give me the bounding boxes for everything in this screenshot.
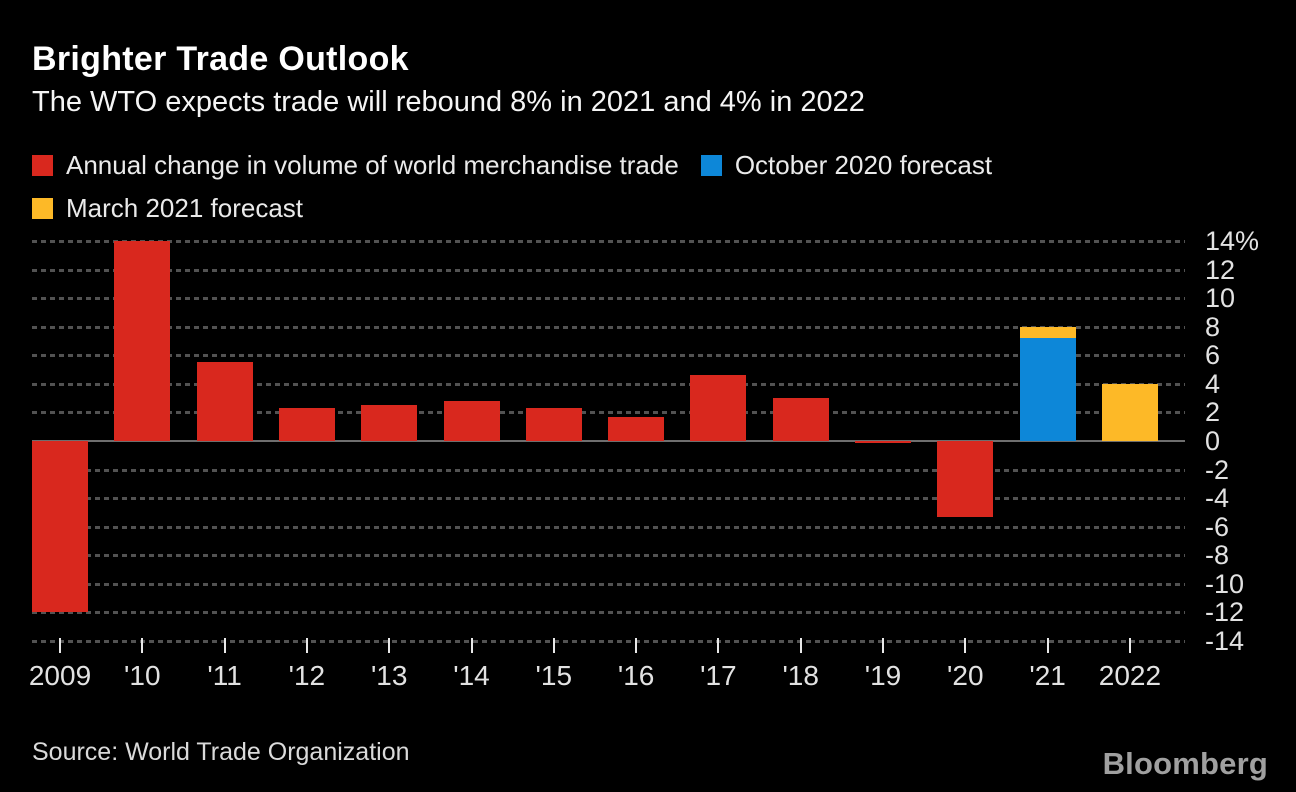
zero-baseline — [32, 440, 1185, 442]
x-tick-'13 — [388, 638, 391, 653]
legend-label-march-forecast: March 2021 forecast — [66, 193, 304, 223]
gridline-2 — [32, 411, 1185, 415]
bar-actual-'17 — [690, 375, 747, 441]
legend-swatch-yellow-icon — [32, 198, 53, 219]
x-axis-label-2009: 2009 — [28, 660, 92, 691]
bar-actual-2009 — [32, 441, 88, 613]
x-axis-label-'21: '21 — [1029, 660, 1066, 691]
x-axis-label-'20: '20 — [947, 660, 984, 691]
bar-actual-'19 — [855, 441, 911, 443]
y-axis-label-2: 2 — [1205, 397, 1221, 428]
y-axis-label-8: 8 — [1205, 311, 1221, 342]
x-tick-'11 — [223, 638, 226, 653]
source-note: Source: World Trade Organization — [32, 738, 410, 766]
x-axis-label-'17: '17 — [700, 660, 737, 691]
chart-subtitle: The WTO expects trade will rebound 8% in… — [32, 86, 865, 118]
x-axis-label-'12: '12 — [288, 660, 326, 691]
x-tick-'12 — [305, 638, 308, 653]
x-tick-'14 — [470, 638, 473, 653]
x-axis-label-'10: '10 — [124, 660, 161, 691]
gridline-4 — [32, 382, 1185, 386]
bar-actual-'14 — [443, 401, 500, 441]
x-tick-'10 — [141, 638, 144, 653]
bar-actual-'10 — [114, 241, 171, 441]
bar-march-forecast-'21 — [1019, 326, 1076, 339]
legend-item-march-forecast: March 2021 forecast — [32, 193, 303, 224]
x-axis-label-'16: '16 — [617, 660, 655, 691]
x-axis-label-'14: '14 — [453, 660, 490, 691]
gridline-12 — [32, 268, 1185, 272]
chart-title: Brighter Trade Outlook — [32, 40, 409, 78]
gridline--10 — [32, 582, 1185, 586]
y-axis-label--6: -6 — [1205, 511, 1230, 542]
bar-actual-'16 — [608, 416, 665, 441]
y-axis-label-12: 12 — [1205, 254, 1236, 285]
legend-item-actual: Annual change in volume of world merchan… — [32, 150, 679, 181]
y-axis-label--10: -10 — [1205, 568, 1245, 599]
bar-actual-'20 — [937, 441, 994, 517]
x-tick-'19 — [882, 638, 884, 653]
x-axis-label-'15: '15 — [535, 660, 573, 691]
bar-actual-'15 — [525, 408, 582, 441]
gridline-8 — [32, 325, 1185, 329]
bar-march-forecast-2022 — [1101, 383, 1158, 441]
y-axis-label--4: -4 — [1205, 483, 1230, 514]
y-axis-label--8: -8 — [1205, 540, 1230, 571]
x-axis-label-'18: '18 — [782, 660, 819, 691]
y-axis-label-6: 6 — [1205, 340, 1221, 371]
gridline-14 — [32, 240, 1185, 243]
gridline--14 — [32, 640, 1185, 643]
gridline--4 — [32, 497, 1185, 501]
y-axis-label-14%: 14% — [1205, 226, 1260, 256]
x-tick-'16 — [635, 638, 638, 653]
y-axis-label--12: -12 — [1205, 597, 1245, 628]
gridline-6 — [32, 354, 1185, 358]
bar-actual-'12 — [278, 408, 335, 441]
x-axis-label-'11: '11 — [207, 660, 242, 691]
bar-actual-'18 — [772, 398, 829, 441]
x-tick-2022 — [1128, 638, 1131, 653]
legend-swatch-blue-icon — [700, 155, 722, 176]
x-axis-label-'19: '19 — [864, 660, 902, 691]
gridline--6 — [32, 525, 1185, 529]
y-axis-label--2: -2 — [1205, 454, 1230, 485]
legend-swatch-red-icon — [32, 155, 53, 176]
bar-actual-'11 — [196, 362, 253, 441]
y-axis-label--14: -14 — [1205, 626, 1245, 656]
legend: Annual change in volume of world merchan… — [32, 150, 1212, 224]
x-tick-'15 — [552, 638, 555, 653]
bar-actual-'13 — [361, 405, 418, 441]
x-tick-'18 — [799, 638, 802, 653]
x-axis-label-'13: '13 — [370, 660, 408, 691]
bar-october-forecast-'21 — [1019, 338, 1076, 441]
x-tick-'17 — [717, 638, 720, 653]
x-axis-label-2022: 2022 — [1098, 660, 1162, 691]
legend-label-october-forecast: October 2020 forecast — [734, 150, 993, 180]
x-tick-'21 — [1046, 638, 1049, 653]
x-tick-2009 — [59, 638, 61, 653]
y-axis-label-4: 4 — [1205, 368, 1221, 399]
y-axis-label-10: 10 — [1205, 283, 1236, 314]
gridline-10 — [32, 297, 1185, 301]
gridline--8 — [32, 554, 1185, 558]
gridline--12 — [32, 611, 1185, 615]
bloomberg-logo: Bloomberg — [1102, 746, 1268, 781]
chart-plot: 14% 12 10 8 6 4 2 0 -2 -4 -6 -8 -10 -12 -14 2009 '10 '11 '… — [28, 228, 1264, 711]
gridline--2 — [32, 468, 1185, 472]
x-tick-'20 — [964, 638, 967, 653]
legend-item-october-forecast: October 2020 forecast — [700, 150, 993, 181]
y-axis-label-0: 0 — [1205, 426, 1221, 456]
legend-label-actual: Annual change in volume of world merchan… — [66, 150, 679, 180]
